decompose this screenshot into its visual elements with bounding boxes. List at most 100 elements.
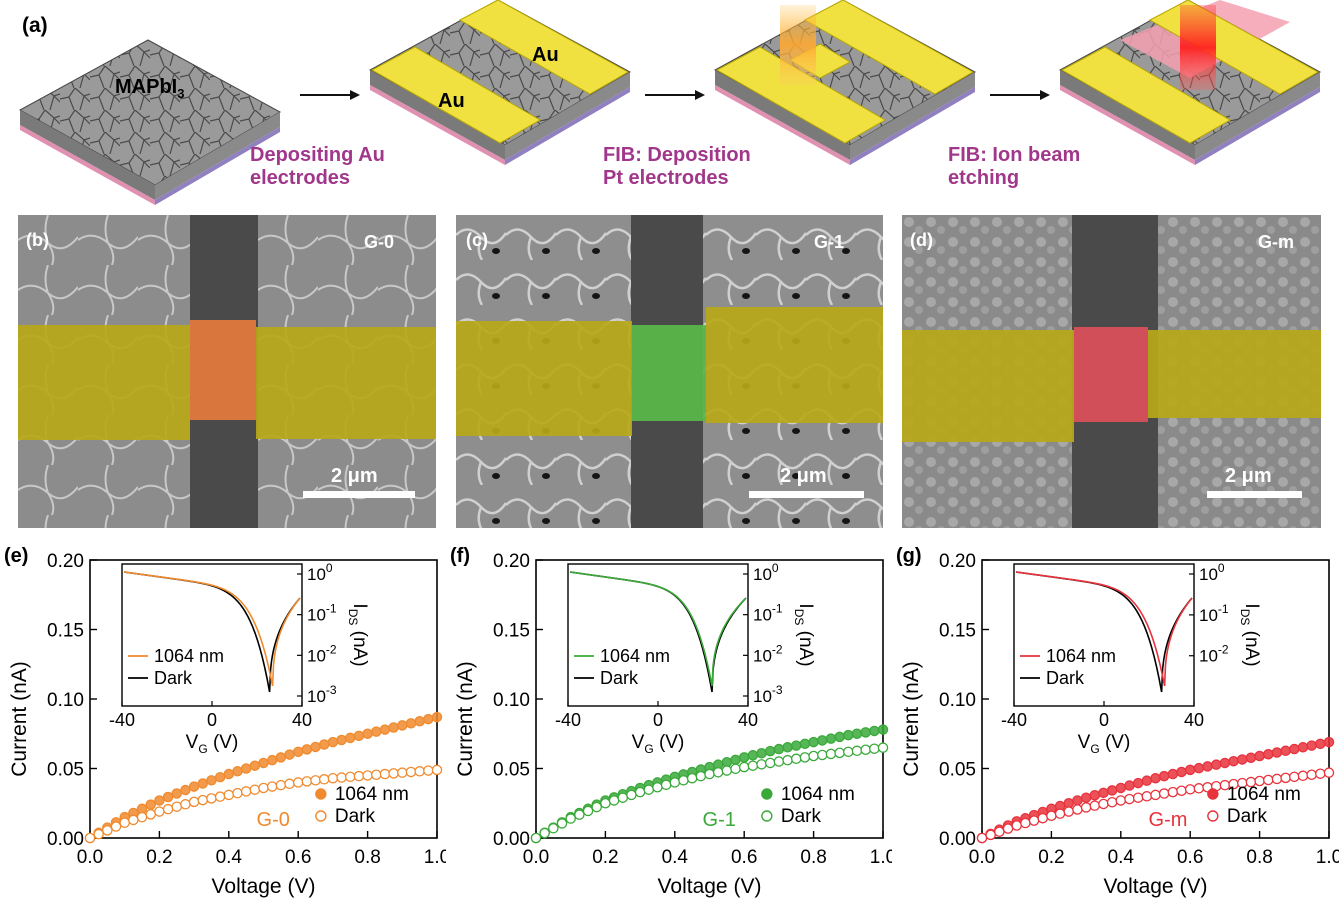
legend-label: Dark [1227, 806, 1268, 827]
schematic-perovskite-film [18, 39, 282, 205]
data-point-dark [1028, 815, 1040, 826]
panel-label: (e) [4, 545, 28, 567]
ion-beam-icon [1180, 5, 1216, 90]
data-point-dark [388, 768, 399, 779]
data-point-dark [197, 794, 209, 806]
data-point-light [414, 715, 425, 727]
data-point-dark [301, 776, 313, 787]
inset-legend-label: Dark [154, 668, 193, 688]
channel-g0 [190, 320, 256, 420]
data-point-dark [1037, 812, 1048, 824]
inset-y-tick-label: 10-1 [753, 602, 783, 625]
data-point-dark [1315, 768, 1326, 779]
x-tick-label: 0.6 [1177, 847, 1203, 868]
data-point-light [808, 736, 819, 748]
data-point-dark [843, 746, 854, 758]
chart-g0: (e) 0.0 0.2 0.4 0.6 0.8 1.0 0.00 0.05 0.10 0.15 0.2… [4, 545, 446, 898]
scalebar-label: 2 μm [1225, 465, 1272, 487]
panel-label: (g) [896, 545, 922, 567]
data-point-light [1150, 772, 1161, 784]
scalebar [1207, 491, 1302, 498]
data-point-dark [371, 769, 382, 781]
data-point-dark [617, 792, 628, 803]
legend-marker [315, 810, 327, 822]
data-point-dark [1124, 793, 1135, 805]
data-point-dark [730, 763, 741, 775]
data-point-dark [110, 821, 122, 832]
data-point-light [1184, 764, 1196, 776]
data-point-dark [530, 832, 542, 844]
data-point-dark [1089, 800, 1101, 811]
data-point-dark [976, 832, 988, 844]
panel-d-label: (d) [910, 230, 933, 250]
data-point-dark [249, 784, 261, 795]
y-axis-label: Current (nA) [900, 661, 923, 777]
data-point-dark [162, 803, 174, 815]
data-point-dark [678, 775, 689, 786]
data-point-light [292, 746, 304, 758]
data-point-dark [1289, 771, 1300, 783]
data-point-light [1141, 775, 1153, 786]
data-point-dark [1054, 808, 1066, 819]
data-point-light [266, 754, 278, 766]
inset-x-tick-label: 40 [738, 710, 758, 730]
data-point-light [1245, 752, 1257, 763]
x-tick-label: 1.0 [870, 847, 892, 868]
data-point-dark [1176, 785, 1187, 796]
data-point-light [180, 784, 191, 796]
inset-legend-label: 1064 nm [1046, 646, 1116, 666]
data-point-dark [1306, 769, 1317, 781]
data-point-light [1315, 738, 1326, 750]
inset-x-axis-label: VG (V) [1078, 732, 1131, 756]
data-point-dark [119, 817, 130, 828]
data-point-dark [738, 761, 750, 773]
data-point-dark [634, 786, 646, 798]
x-axis-label: Voltage (V) [658, 875, 762, 898]
data-point-dark [660, 779, 672, 791]
data-point-dark [266, 781, 278, 792]
data-point-dark [626, 789, 637, 801]
data-point-light [782, 742, 793, 753]
x-tick-label: 1.0 [424, 847, 446, 868]
data-point-dark [1158, 788, 1170, 799]
data-point-dark [669, 777, 681, 788]
data-point-light [738, 752, 750, 763]
data-point-light [1297, 742, 1309, 753]
data-point-dark [747, 760, 759, 771]
y-tick-label: 0.05 [47, 760, 84, 781]
data-point-dark [712, 767, 724, 778]
data-point-dark [1072, 804, 1083, 815]
data-point-light [1115, 782, 1127, 794]
device-label-g1: G-1 [814, 232, 845, 252]
data-point-dark [431, 764, 443, 776]
legend-label: Dark [781, 806, 822, 827]
inset-y-axis-label: IDS (nA) [792, 603, 816, 666]
panel-a-label: (a) [22, 14, 48, 37]
data-point-dark [188, 796, 200, 808]
data-point-dark [240, 786, 252, 797]
data-point-dark [318, 774, 330, 785]
x-tick-label: 1.0 [1316, 847, 1339, 868]
data-point-light [851, 728, 863, 739]
data-point-dark [258, 782, 269, 794]
data-point-dark [574, 809, 585, 820]
data-point-light [860, 727, 871, 738]
y-axis-label: Current (nA) [454, 661, 477, 777]
data-point-light [188, 781, 200, 792]
data-point-dark [782, 754, 793, 766]
data-point-light [1124, 780, 1135, 791]
inset-x-tick-label: 40 [292, 710, 312, 730]
data-point-light [214, 771, 226, 783]
inset-x-tick-label: 0 [653, 710, 663, 730]
data-point-dark [869, 743, 880, 754]
inset-y-tick-label: 10-2 [1199, 643, 1229, 666]
data-point-dark [154, 806, 165, 817]
inset-y-axis-label: IDS (nA) [346, 603, 370, 666]
data-point-dark [764, 757, 776, 769]
device-label-g0: G-0 [364, 232, 395, 252]
schematic-au-electrodes [368, 0, 632, 165]
data-point-dark [556, 818, 568, 829]
y-tick-label: 0.00 [47, 829, 84, 850]
data-point-light [773, 743, 785, 755]
data-point-light [423, 713, 434, 725]
